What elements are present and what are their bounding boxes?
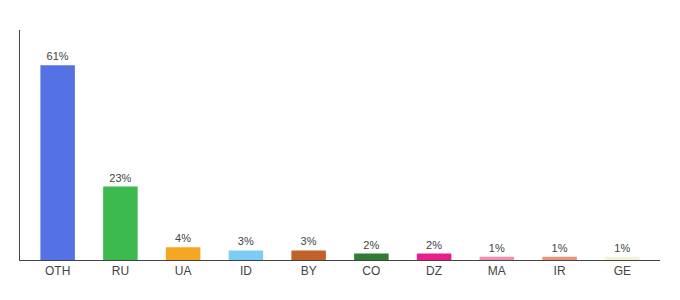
svg-text:4%: 4%: [175, 232, 191, 244]
svg-text:23%: 23%: [109, 172, 131, 184]
svg-text:61%: 61%: [47, 50, 69, 62]
svg-text:GE: GE: [614, 264, 631, 278]
svg-text:1%: 1%: [489, 242, 505, 254]
svg-text:2%: 2%: [426, 239, 442, 251]
svg-text:DZ: DZ: [426, 264, 442, 278]
svg-text:3%: 3%: [238, 235, 254, 247]
svg-text:ID: ID: [240, 264, 252, 278]
svg-text:2%: 2%: [363, 239, 379, 251]
svg-text:UA: UA: [175, 264, 192, 278]
svg-text:RU: RU: [112, 264, 129, 278]
svg-text:MA: MA: [488, 264, 506, 278]
svg-text:1%: 1%: [552, 242, 568, 254]
svg-text:1%: 1%: [614, 242, 630, 254]
svg-text:BY: BY: [301, 264, 317, 278]
svg-text:3%: 3%: [301, 235, 317, 247]
svg-text:CO: CO: [362, 264, 380, 278]
svg-text:IR: IR: [554, 264, 566, 278]
svg-text:OTH: OTH: [45, 264, 70, 278]
